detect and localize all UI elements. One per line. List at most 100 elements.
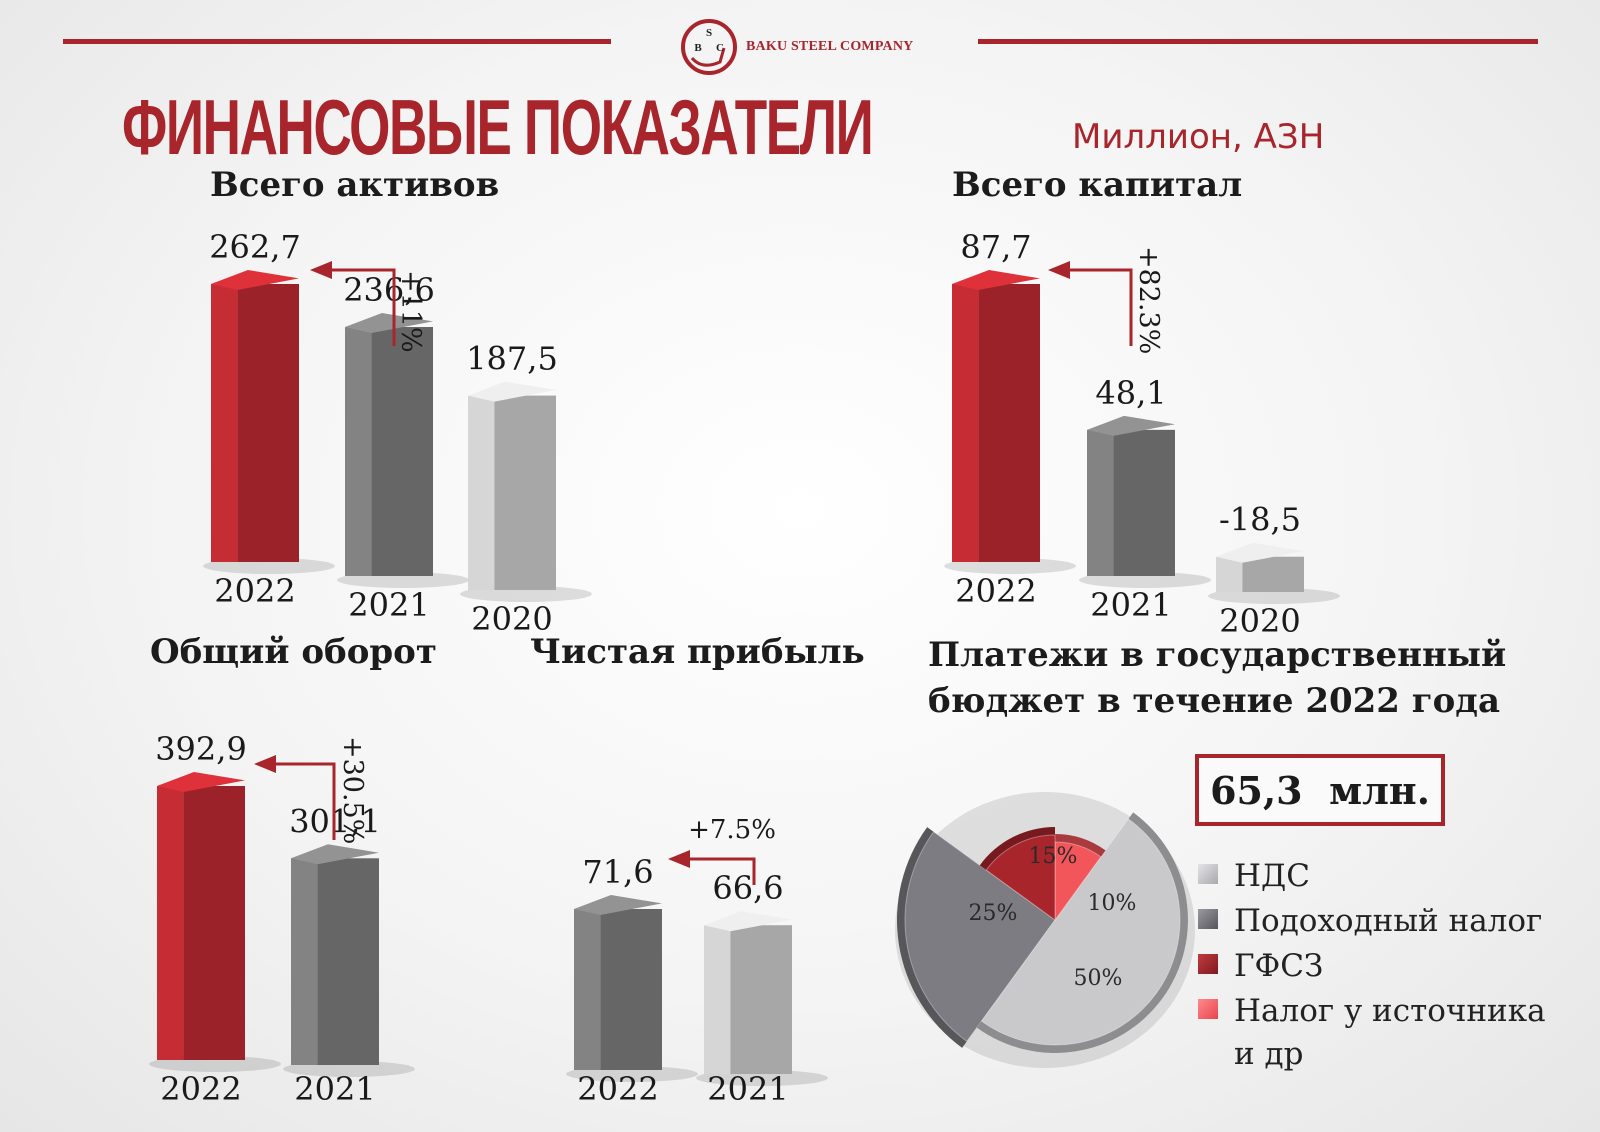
bar-value-label-1-2: -18,5 [1219,501,1301,539]
bar-category-label-1-0: 2022 [955,572,1036,610]
logo-letter-c: C [716,42,724,54]
legend-swatch-gfsz [1198,954,1218,974]
bar-1-2022-front-face [978,284,1040,562]
pie-slice-3 [1054,841,1102,922]
legend-swatch-vat [1198,864,1218,884]
bar-3-2021-left-face [704,925,731,1074]
bar-0-2021-left-face [345,327,372,576]
bar-value-label-1-0: 87,7 [960,228,1031,266]
bar-2-2021-left-face [291,858,318,1065]
pie-slice-1 [904,831,1056,1043]
legend-swatch-withholding [1198,999,1218,1019]
budget-payments-title-text: Платежи в государственный бюджет в течен… [928,635,1507,721]
growth-label-1: +82.3% [1133,246,1164,354]
bar-category-label-3-0: 2022 [577,1070,658,1108]
pie-slice-label-3: 10% [1088,891,1137,916]
bar-category-label-1-1: 2021 [1090,586,1171,624]
bar-0-2022-front-face [237,284,299,562]
growth-arrow-head-icon-1 [1048,261,1070,279]
growth-arrow-line-3 [686,857,756,885]
budget-total-box: 65,3 млн. [1195,754,1445,826]
logo-emblem-icon: S B C [681,19,737,75]
bar-1-2022-left-face [952,284,979,562]
budget-total-value: 65,3 млн. [1210,767,1430,813]
bar-1-2020-front-face [1242,556,1304,592]
bar-value-label-0-2: 187,5 [466,340,558,378]
growth-arrow-line-2 [272,762,336,840]
legend-item-gfsz: ГФСЗ [1198,945,1574,988]
bar-value-label-0-1: 236,6 [343,271,435,309]
bar-0-2020-left-face [468,395,495,590]
bar-value-label-1-1: 48,1 [1095,374,1166,412]
bar-category-label-2-0: 2022 [160,1070,241,1108]
legend-swatch-income-tax [1198,909,1218,929]
bar-2-2022-top-face [157,772,245,792]
bar-0-2022-top-face [211,270,299,290]
bar-category-label-2-1: 2021 [294,1070,375,1108]
bar-category-label-3-1: 2021 [707,1070,788,1108]
company-name: BAKU STEEL COMPANY [746,39,914,54]
legend-item-vat: НДС [1198,855,1574,898]
legend-label-gfsz: ГФСЗ [1234,948,1324,984]
pie-slice-label-2: 15% [1029,844,1078,869]
growth-arrow-head-icon-0 [310,261,332,279]
bar-3-2022-front-face [600,909,662,1070]
bar-3-2022-top-face [574,895,662,915]
growth-label-0: +11% [395,270,426,353]
chart-title-budget-payments: Платежи в государственный бюджет в течен… [928,632,1548,724]
bar-0-2020-top-face [468,381,556,402]
bar-value-label-0-0: 262,7 [209,228,301,266]
chart-title-turnover: Общий оборот [150,632,437,672]
bar-1-2020-top-face [1216,542,1304,563]
legend-item-withholding: Налог у источника и др [1198,990,1574,1076]
legend-item-income-tax: Подоходный налог [1198,900,1574,943]
page-title: ФИНАНСОВЫЕ ПОКАЗАТЕЛИ [122,83,874,171]
growth-arrow-head-icon-3 [668,850,690,868]
bar-value-label-3-0: 71,6 [582,853,653,891]
bar-value-label-3-1: 66,6 [712,869,783,907]
bar-0-2020-front-face [494,395,556,590]
bar-2-2021-front-face [317,858,379,1065]
bar-2-2022-front-face [183,786,245,1060]
chart-title-total-capital: Всего капитал [952,165,1243,205]
pie-slice-0 [980,818,1181,1046]
bar-0-2021-front-face [371,327,433,576]
growth-arrow-head-icon-2 [254,755,276,773]
bar-category-label-0-2: 2020 [471,600,552,638]
bar-value-label-2-0: 392,9 [155,730,247,768]
growth-arrow-line-1 [1066,268,1133,346]
company-logo: S B C BAKU STEEL COMPANY [680,18,913,76]
bar-1-2020-left-face [1216,556,1243,592]
bar-3-2021-top-face [704,911,792,932]
bar-0-2022-left-face [211,284,238,562]
bar-category-label-0-1: 2021 [348,586,429,624]
bar-1-2022-top-face [952,270,1040,290]
header-rule-left [63,39,611,44]
growth-label-2: +30.5% [337,736,368,844]
legend-label-withholding: Налог у источника и др [1234,993,1546,1072]
bar-1-2021-left-face [1087,429,1114,576]
logo-letter-b: B [694,42,702,54]
growth-label-3: +7.5% [688,815,776,845]
bar-1-2021-top-face [1087,415,1175,436]
bar-2-2021-top-face [291,844,379,865]
bar-3-2021-front-face [730,925,792,1074]
pie-slice-label-1: 25% [969,901,1018,926]
unit-label: Миллион, АЗН [1072,117,1325,157]
bar-1-2021-front-face [1113,429,1175,576]
chart-title-total-assets: Всего активов [210,165,500,205]
bar-0-2021-top-face [345,313,433,334]
legend-label-income-tax: Подоходный налог [1234,903,1543,939]
growth-arrow-line-0 [328,268,396,346]
bar-3-2022-left-face [574,909,601,1070]
logo-letter-s: S [706,27,712,39]
pie-slice-2 [985,834,1056,921]
bar-category-label-1-2: 2020 [1219,602,1300,640]
header-rule-right [978,39,1538,44]
pie-slice-label-0: 50% [1074,966,1123,991]
bar-category-label-0-0: 2022 [214,572,295,610]
legend-label-vat: НДС [1234,858,1310,894]
chart-title-net-profit: Чистая прибыль [530,632,865,672]
bar-2-2022-left-face [157,786,184,1060]
